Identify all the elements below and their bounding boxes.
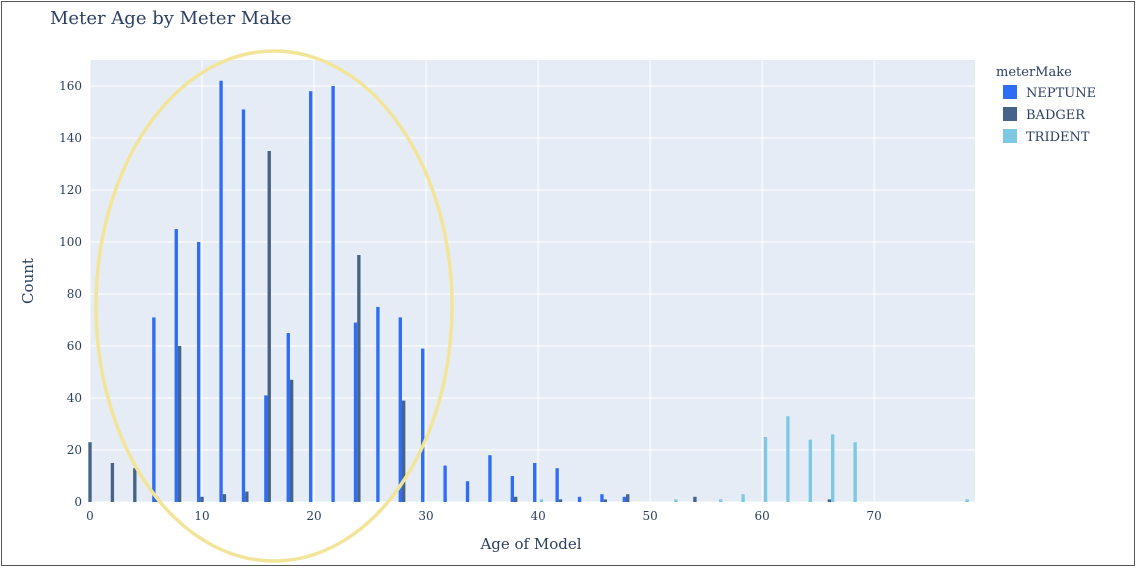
legend-label[interactable]: NEPTUNE <box>1026 86 1096 101</box>
bar-badger[interactable] <box>626 494 630 502</box>
legend-label[interactable]: BADGER <box>1026 108 1086 123</box>
highlight-ellipse <box>94 49 454 563</box>
y-tick-label: 120 <box>59 183 82 197</box>
legend-swatch[interactable] <box>1003 85 1017 99</box>
bar-neptune[interactable] <box>286 333 290 502</box>
y-tick-label: 140 <box>59 131 82 145</box>
bar-neptune[interactable] <box>443 465 447 502</box>
y-axis-title: Count <box>19 258 37 304</box>
y-tick-label: 20 <box>67 443 82 457</box>
bar-neptune[interactable] <box>421 348 425 502</box>
bar-neptune[interactable] <box>309 91 313 502</box>
bar-neptune[interactable] <box>533 463 537 502</box>
legend[interactable]: meterMake NEPTUNE BADGER TRIDENT <box>996 65 1096 145</box>
bar-trident[interactable] <box>831 434 835 502</box>
legend-label[interactable]: TRIDENT <box>1026 130 1090 145</box>
bar-neptune[interactable] <box>577 496 582 502</box>
x-tick-label: 10 <box>194 509 209 523</box>
bar-badger[interactable] <box>222 494 227 502</box>
bar-trident[interactable] <box>808 439 813 502</box>
x-tick-label: 70 <box>867 509 882 523</box>
bar-neptune[interactable] <box>241 109 246 503</box>
bar-neptune[interactable] <box>331 86 335 502</box>
bar-trident[interactable] <box>786 416 790 502</box>
chart-title: Meter Age by Meter Make <box>50 8 292 29</box>
bar-badger[interactable] <box>133 468 137 502</box>
bar-neptune[interactable] <box>353 322 358 502</box>
bar-neptune[interactable] <box>152 317 156 502</box>
x-tick-label: 20 <box>306 509 321 523</box>
x-tick-label: 50 <box>642 509 657 523</box>
bar-trident[interactable] <box>674 499 678 502</box>
bar-badger[interactable] <box>110 463 115 502</box>
bar-neptune[interactable] <box>510 476 515 502</box>
bar-badger[interactable] <box>88 442 92 502</box>
bar-neptune[interactable] <box>555 468 559 502</box>
bar-badger[interactable] <box>245 491 249 502</box>
bar-badger[interactable] <box>558 499 563 502</box>
bar-neptune[interactable] <box>174 229 178 502</box>
bar-badger[interactable] <box>357 255 361 502</box>
y-tick-label: 40 <box>67 391 82 405</box>
y-axis-ticks: 0 20 40 60 80 100 120 140 160 <box>59 79 82 509</box>
plot-area <box>90 60 975 502</box>
bar-trident[interactable] <box>741 494 745 502</box>
bar-badger[interactable] <box>603 499 607 502</box>
bar-trident[interactable] <box>539 499 544 502</box>
legend-title: meterMake <box>996 65 1072 80</box>
bar-badger[interactable] <box>401 400 406 502</box>
bar-neptune[interactable] <box>465 481 470 502</box>
x-axis-title: Age of Model <box>479 535 581 553</box>
bar-neptune[interactable] <box>219 80 223 503</box>
bar-trident[interactable] <box>719 499 723 502</box>
bar-neptune[interactable] <box>398 317 402 502</box>
y-tick-label: 60 <box>67 339 82 353</box>
x-axis-ticks: 0 10 20 30 40 50 60 70 <box>86 509 882 523</box>
bar-badger[interactable] <box>514 496 518 502</box>
bar-badger[interactable] <box>177 346 182 502</box>
bar-trident[interactable] <box>763 437 768 502</box>
x-tick-label: 60 <box>755 509 770 523</box>
bar-badger[interactable] <box>289 379 294 502</box>
x-tick-label: 30 <box>418 509 433 523</box>
bar-neptune[interactable] <box>196 242 201 502</box>
bar-badger[interactable] <box>827 499 832 502</box>
bar-badger[interactable] <box>693 496 697 502</box>
bar-neptune[interactable] <box>376 307 380 502</box>
gridlines <box>89 60 975 503</box>
bar-trident[interactable] <box>965 499 969 502</box>
bar-trident[interactable] <box>853 442 857 502</box>
bar-badger[interactable] <box>200 496 204 502</box>
bar-neptune[interactable] <box>264 395 268 502</box>
bar-neptune[interactable] <box>622 496 627 502</box>
x-tick-label: 0 <box>86 509 94 523</box>
y-tick-label: 0 <box>74 495 82 509</box>
legend-swatch[interactable] <box>1003 129 1017 143</box>
bar-neptune[interactable] <box>600 494 604 502</box>
bar-neptune[interactable] <box>488 455 492 502</box>
y-tick-label: 160 <box>59 79 82 93</box>
bars[interactable] <box>88 80 969 503</box>
bar-badger[interactable] <box>267 151 271 502</box>
y-tick-label: 80 <box>67 287 82 301</box>
x-tick-label: 40 <box>530 509 545 523</box>
y-tick-label: 100 <box>59 235 82 249</box>
legend-swatch[interactable] <box>1003 107 1017 121</box>
